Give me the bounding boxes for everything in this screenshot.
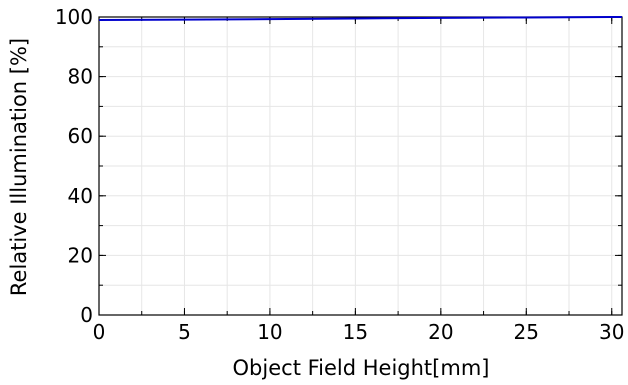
grid-layer	[98, 16, 622, 316]
y-tick-label: 60	[68, 124, 93, 148]
x-tick-label: 5	[178, 320, 191, 344]
x-tick-label: 25	[514, 320, 539, 344]
y-tick-label: 40	[68, 184, 93, 208]
series-line-0	[98, 16, 622, 21]
plot-frame	[98, 16, 623, 316]
y-tick-label: 80	[68, 65, 93, 89]
x-tick-label: 20	[428, 320, 453, 344]
y-axis-title: Relative Illumination [%]	[7, 38, 31, 296]
x-tick-label: 10	[257, 320, 282, 344]
axes-layer	[98, 16, 623, 316]
labels-layer: 0 5 10 15 20 25 30 0 20 40 60 80 100	[55, 5, 625, 344]
x-tick-label: 30	[599, 320, 624, 344]
y-tick-label: 0	[80, 303, 93, 327]
y-tick-label: 100	[55, 5, 93, 29]
x-tick-label: 15	[343, 320, 368, 344]
y-tick-label: 20	[68, 243, 93, 267]
series-layer	[98, 16, 622, 21]
x-tick-label: 0	[93, 320, 106, 344]
x-axis-title: Object Field Height[mm]	[233, 356, 490, 380]
